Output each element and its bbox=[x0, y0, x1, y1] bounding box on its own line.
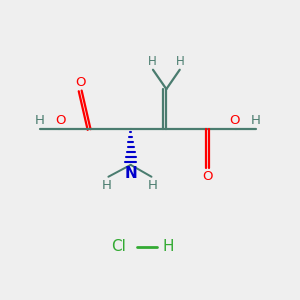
Text: O: O bbox=[75, 76, 86, 89]
Text: H: H bbox=[148, 179, 158, 192]
Text: Cl: Cl bbox=[111, 239, 126, 254]
Text: O: O bbox=[230, 114, 240, 128]
Text: N: N bbox=[124, 166, 137, 181]
Text: H: H bbox=[176, 55, 185, 68]
Text: H: H bbox=[251, 114, 261, 128]
Text: O: O bbox=[56, 114, 66, 128]
Text: H: H bbox=[102, 179, 112, 192]
Text: H: H bbox=[148, 55, 157, 68]
Text: H: H bbox=[162, 239, 174, 254]
Text: H: H bbox=[34, 114, 44, 128]
Text: O: O bbox=[203, 170, 213, 183]
